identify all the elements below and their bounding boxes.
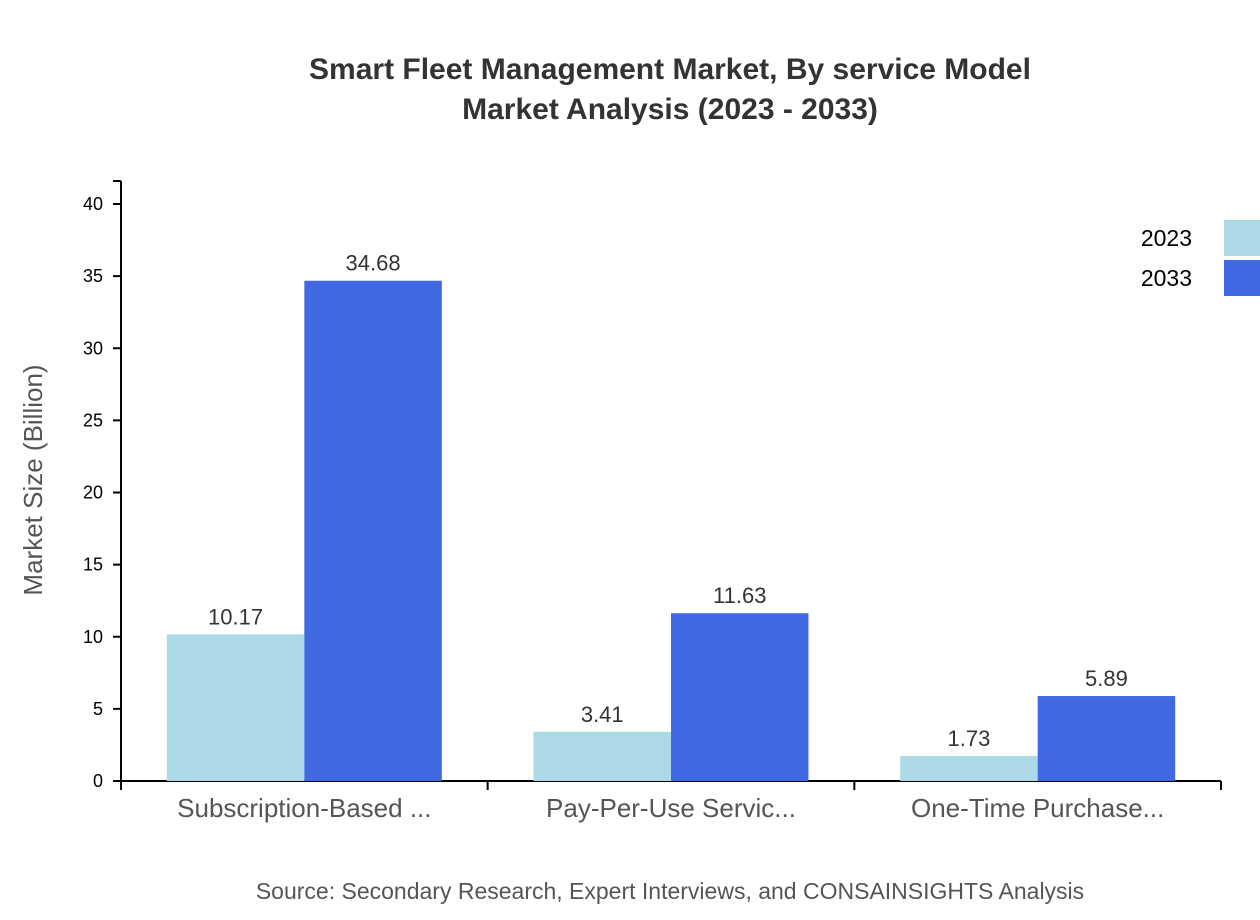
legend-label: 2023 [1141,225,1192,251]
y-tick-label: 40 [83,194,103,214]
legend-swatch [1224,220,1260,256]
y-axis-label: Market Size (Billion) [18,364,48,595]
x-tick-label: Pay-Per-Use Servic... [546,793,796,823]
chart-title: Smart Fleet Management Market, By servic… [0,50,1260,130]
y-tick-label: 10 [83,627,103,647]
y-tick-label: 20 [83,483,103,503]
y-tick-label: 15 [83,555,103,575]
data-label: 3.41 [581,702,624,727]
bar-2033 [671,613,809,781]
data-label: 11.63 [713,583,766,608]
bar-2023 [166,634,305,781]
legend-label: 2033 [1141,265,1192,291]
data-label: 10.17 [208,604,263,629]
x-tick-label: One-Time Purchase... [911,793,1164,823]
x-tick-label: Subscription-Based ... [177,793,431,823]
y-tick-label: 25 [83,410,103,430]
bar-2033 [304,280,442,781]
source-note: Source: Secondary Research, Expert Inter… [255,878,1085,904]
subtitle-line: Market Analysis (2023 - 2033) [462,93,878,126]
legend-swatch [1224,260,1260,296]
data-label: 1.73 [948,726,991,751]
y-tick-label: 0 [93,771,103,791]
data-label: 34.68 [346,251,401,276]
title-line: Smart Fleet Management Market, By servic… [309,53,1031,86]
y-tick-label: 35 [83,266,103,286]
data-label: 5.89 [1085,666,1128,691]
bar-2023 [900,756,1038,781]
y-tick-label: 5 [93,699,103,719]
bar-2033 [1037,696,1176,781]
y-tick-label: 30 [83,338,103,358]
bar-2023 [533,731,671,781]
